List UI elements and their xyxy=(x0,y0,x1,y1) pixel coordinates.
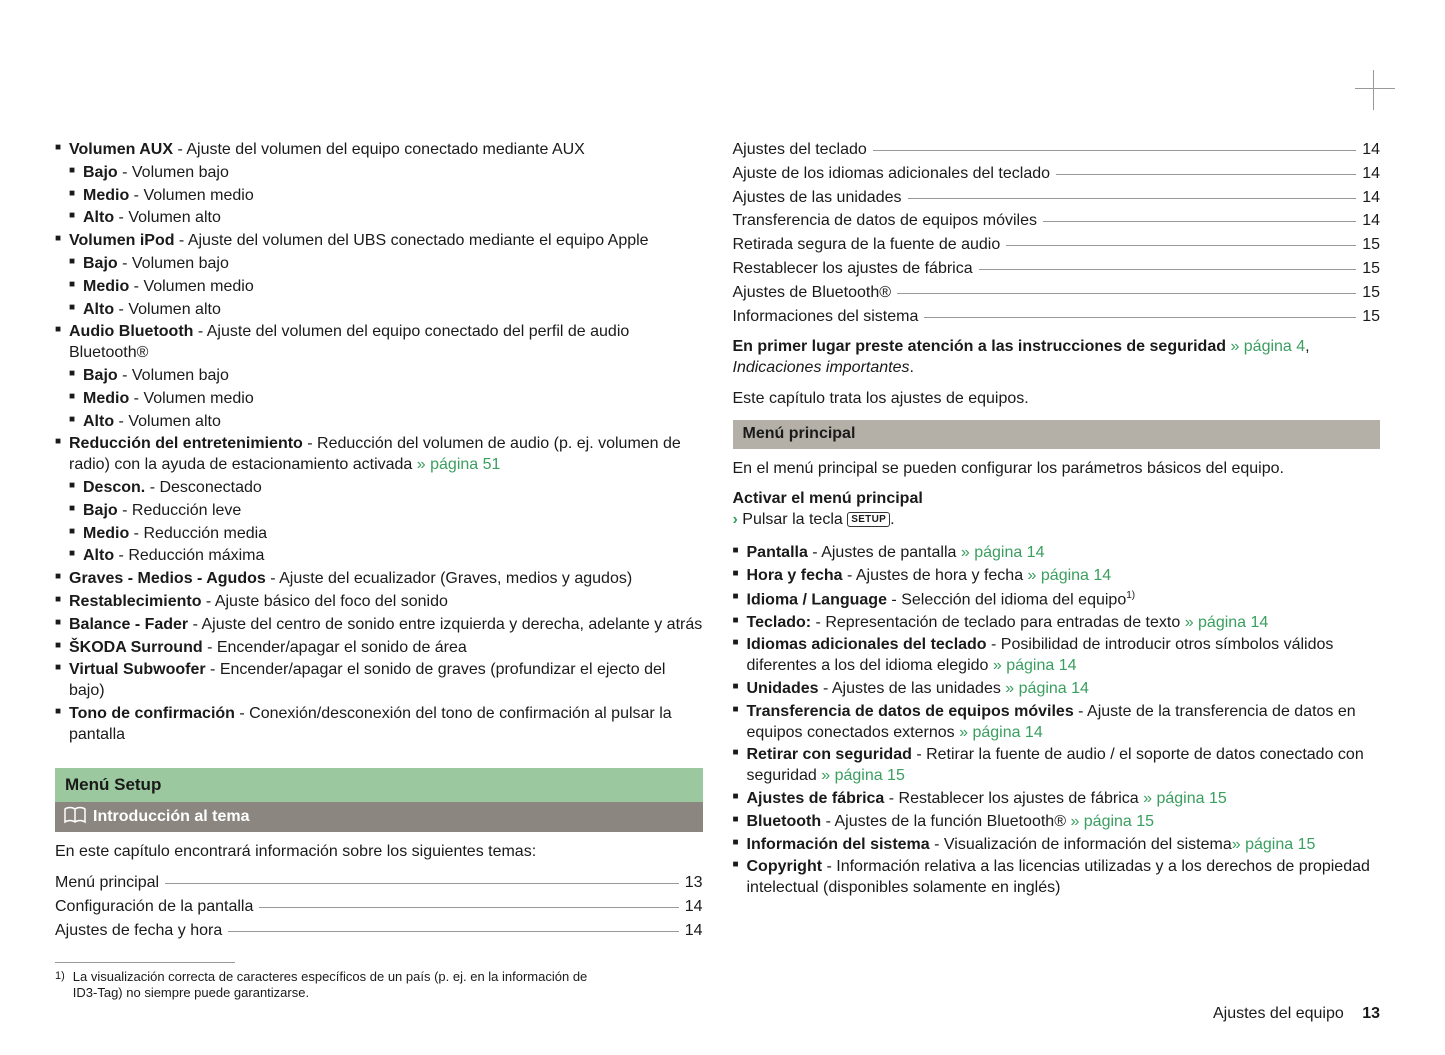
list-item: Copyright - Información relativa a las l… xyxy=(733,857,1381,899)
footnote-text: La visualización correcta de caracteres … xyxy=(73,969,615,1003)
list-item: Idioma / Language - Selección del idioma… xyxy=(733,589,1381,611)
page-link[interactable]: » página 15 xyxy=(1232,836,1316,853)
right-column: Ajustes del teclado14 Ajuste de los idio… xyxy=(733,140,1381,1002)
chevron-icon: › xyxy=(733,511,738,528)
list-item: Transferencia de datos de equipos móvile… xyxy=(733,702,1381,744)
page-link[interactable]: » página 4 xyxy=(1230,338,1305,355)
toc: Ajustes del teclado14 Ajuste de los idio… xyxy=(733,140,1381,327)
list-item: Alto - Volumen alto xyxy=(69,412,703,433)
list-item: Volumen iPod - Ajuste del volumen del UB… xyxy=(55,231,703,320)
activate-step: › Pulsar la tecla SETUP. xyxy=(733,510,1381,531)
list-item: Alto - Volumen alto xyxy=(69,300,703,321)
crop-marks xyxy=(1355,70,1395,110)
page-link[interactable]: » página 14 xyxy=(959,724,1043,741)
page-number: 13 xyxy=(1362,1005,1380,1022)
toc: Menú principal13 Configuración de la pan… xyxy=(55,873,703,941)
list-item: Pantalla - Ajustes de pantalla » página … xyxy=(733,543,1381,564)
list-item: Virtual Subwoofer - Encender/apagar el s… xyxy=(55,660,703,702)
toc-row[interactable]: Ajustes del teclado14 xyxy=(733,140,1381,161)
menu-items-list: Pantalla - Ajustes de pantalla » página … xyxy=(733,543,1381,899)
toc-row[interactable]: Ajustes de fecha y hora14 xyxy=(55,921,703,942)
page-footer: Ajustes del equipo 13 xyxy=(1213,1004,1380,1025)
toc-row[interactable]: Menú principal13 xyxy=(55,873,703,894)
audio-settings-list: Volumen AUX - Ajuste del volumen del equ… xyxy=(55,140,703,746)
toc-row[interactable]: Restablecer los ajustes de fábrica15 xyxy=(733,259,1381,280)
list-item: Retirar con seguridad - Retirar la fuent… xyxy=(733,745,1381,787)
section-heading-grey: Introducción al tema xyxy=(55,802,703,833)
list-item: Teclado: - Representación de teclado par… xyxy=(733,613,1381,634)
footnote: 1) La visualización correcta de caracter… xyxy=(55,969,615,1003)
list-item: Medio - Volumen medio xyxy=(69,186,703,207)
page-link[interactable]: » página 15 xyxy=(821,767,905,784)
toc-row[interactable]: Configuración de la pantalla14 xyxy=(55,897,703,918)
list-item: Bajo - Volumen bajo xyxy=(69,366,703,387)
activate-title: Activar el menú principal xyxy=(733,489,1381,510)
toc-row[interactable]: Informaciones del sistema15 xyxy=(733,307,1381,328)
page-columns: Volumen AUX - Ajuste del volumen del equ… xyxy=(55,140,1380,1002)
page-link[interactable]: » página 15 xyxy=(1070,813,1154,830)
list-item: Restablecimiento - Ajuste básico del foc… xyxy=(55,592,703,613)
footer-label: Ajustes del equipo xyxy=(1213,1005,1344,1022)
label: Volumen AUX xyxy=(69,141,173,158)
page-link[interactable]: » página 14 xyxy=(961,544,1045,561)
page-link[interactable]: » página 14 xyxy=(1185,614,1269,631)
safety-notice: En primer lugar preste atención a las in… xyxy=(733,337,1381,379)
list-item: ŠKODA Surround - Encender/apagar el soni… xyxy=(55,638,703,659)
list-item: Balance - Fader - Ajuste del centro de s… xyxy=(55,615,703,636)
list-item: Bluetooth - Ajustes de la función Blueto… xyxy=(733,812,1381,833)
section-heading-green: Menú Setup xyxy=(55,768,703,802)
intro-paragraph: En este capítulo encontrará información … xyxy=(55,842,703,863)
book-icon xyxy=(63,806,87,826)
list-item: Hora y fecha - Ajustes de hora y fecha »… xyxy=(733,566,1381,587)
left-column: Volumen AUX - Ajuste del volumen del equ… xyxy=(55,140,703,1002)
list-item: Medio - Volumen medio xyxy=(69,277,703,298)
toc-row[interactable]: Ajustes de Bluetooth®15 xyxy=(733,283,1381,304)
page-link[interactable]: » página 14 xyxy=(1028,567,1112,584)
list-item: Audio Bluetooth - Ajuste del volumen del… xyxy=(55,322,703,432)
list-item: Graves - Medios - Agudos - Ajuste del ec… xyxy=(55,569,703,590)
page-link[interactable]: » página 15 xyxy=(1143,790,1227,807)
toc-row[interactable]: Transferencia de datos de equipos móvile… xyxy=(733,211,1381,232)
list-item: Descon. - Desconectado xyxy=(69,478,703,499)
list-item: Volumen AUX - Ajuste del volumen del equ… xyxy=(55,140,703,229)
footnote-rule xyxy=(55,962,235,963)
list-item: Unidades - Ajustes de las unidades » pág… xyxy=(733,679,1381,700)
list-item: Tono de confirmación - Conexión/desconex… xyxy=(55,704,703,746)
list-item: Idiomas adicionales del teclado - Posibi… xyxy=(733,635,1381,677)
list-item: Reducción del entretenimiento - Reducció… xyxy=(55,434,703,567)
list-item: Bajo - Volumen bajo xyxy=(69,163,703,184)
list-item: Bajo - Volumen bajo xyxy=(69,254,703,275)
list-item: Medio - Volumen medio xyxy=(69,389,703,410)
list-item: Información del sistema - Visualización … xyxy=(733,835,1381,856)
subsection-heading: Menú principal xyxy=(733,420,1381,449)
desc: - Ajuste del volumen del equipo conectad… xyxy=(173,141,585,158)
page-link[interactable]: » página 14 xyxy=(1005,680,1089,697)
toc-row[interactable]: Ajustes de las unidades14 xyxy=(733,188,1381,209)
page-link[interactable]: » página 14 xyxy=(993,657,1077,674)
page-link[interactable]: » página 51 xyxy=(417,456,501,473)
list-item: Alto - Reducción máxima xyxy=(69,546,703,567)
list-item: Bajo - Reducción leve xyxy=(69,501,703,522)
setup-key-icon: SETUP xyxy=(847,512,890,527)
config-paragraph: En el menú principal se pueden configura… xyxy=(733,459,1381,480)
toc-row[interactable]: Retirada segura de la fuente de audio15 xyxy=(733,235,1381,256)
toc-row[interactable]: Ajuste de los idiomas adicionales del te… xyxy=(733,164,1381,185)
footnote-number: 1) xyxy=(55,969,65,1003)
chapter-summary: Este capítulo trata los ajustes de equip… xyxy=(733,389,1381,410)
list-item: Ajustes de fábrica - Restablecer los aju… xyxy=(733,789,1381,810)
list-item: Alto - Volumen alto xyxy=(69,208,703,229)
list-item: Medio - Reducción media xyxy=(69,524,703,545)
